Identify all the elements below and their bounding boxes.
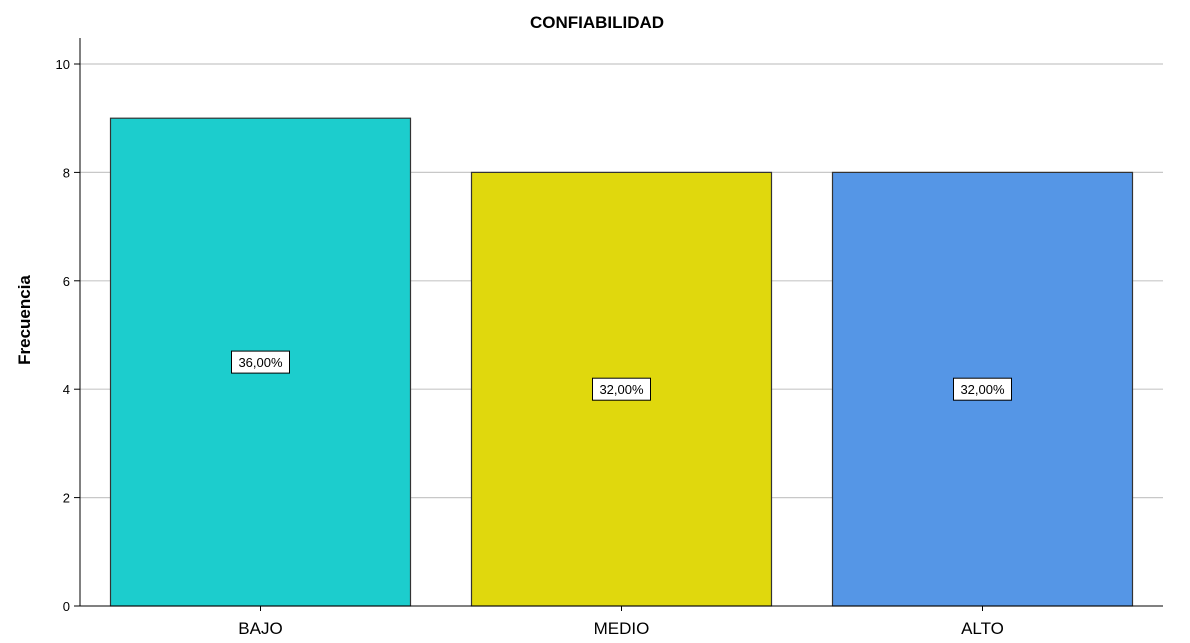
chart-title: CONFIABILIDAD	[530, 13, 664, 32]
y-tick-label: 8	[63, 165, 70, 180]
data-label-box	[592, 377, 651, 401]
y-tick-label: 10	[56, 57, 70, 72]
axes	[79, 38, 1163, 607]
y-tick-label: 6	[63, 274, 70, 289]
x-axis-ticks: BAJO MEDIO ALTO	[238, 606, 1004, 638]
data-label-box	[953, 377, 1012, 401]
y-axis-ticks: 0 2 4 6 8 10	[56, 57, 80, 614]
data-label: 32,00%	[599, 382, 644, 397]
data-label: 32,00%	[960, 382, 1005, 397]
data-labels: 36,00% 32,00% 32,00%	[231, 350, 1012, 401]
y-tick-label: 4	[63, 382, 70, 397]
y-axis-label: Frecuencia	[15, 275, 34, 365]
x-tick-label: BAJO	[238, 619, 282, 638]
x-tick-label: ALTO	[961, 619, 1004, 638]
data-label: 36,00%	[238, 355, 283, 370]
y-tick-label: 2	[63, 491, 70, 506]
data-label-box	[231, 350, 290, 374]
y-tick-label: 0	[63, 599, 70, 614]
x-tick-label: MEDIO	[594, 619, 650, 638]
bars	[109, 117, 1134, 607]
